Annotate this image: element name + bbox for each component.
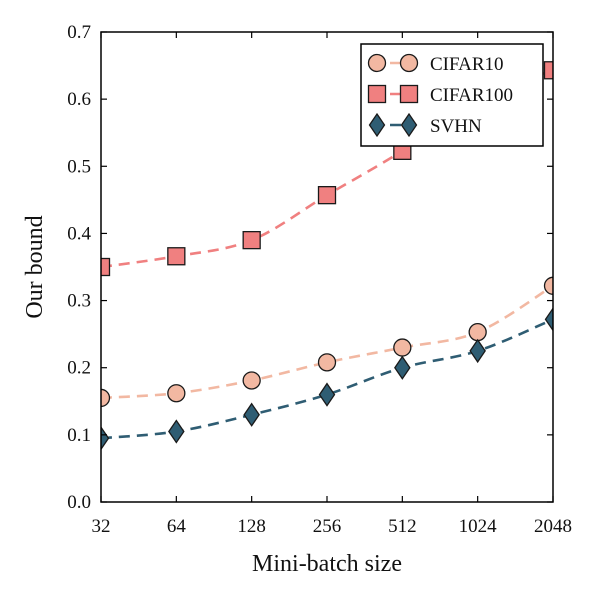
series-line-cifar10: [101, 284, 553, 400]
y-tick-label: 0.2: [67, 358, 91, 379]
y-tick-label: 0.1: [67, 425, 91, 446]
y-axis-label: Our bound: [22, 215, 48, 318]
data-point-cifar10: [242, 371, 261, 390]
data-point-cifar100: [317, 186, 337, 205]
y-tick-label: 0.7: [67, 22, 91, 43]
legend-label-svhn: SVHN: [430, 116, 482, 137]
x-tick-label: 128: [237, 516, 266, 537]
x-tick-label: 32: [92, 516, 111, 537]
x-tick-label: 1024: [459, 516, 498, 537]
data-point-cifar10: [167, 384, 186, 403]
legend-label-cifar100: CIFAR100: [430, 85, 513, 106]
legend-marker-svhn: [368, 112, 386, 138]
data-point-cifar100: [101, 257, 111, 277]
y-tick-label: 0.0: [67, 492, 91, 513]
data-point-svhn: [243, 402, 260, 427]
data-point-svhn: [469, 338, 486, 364]
legend-marker-svhn: [400, 112, 418, 138]
x-tick-label: 512: [388, 516, 417, 537]
data-point-cifar10: [393, 338, 412, 357]
legend-marker-cifar100: [367, 84, 387, 104]
legend-marker-cifar100: [399, 84, 419, 104]
x-axis-label: Mini-batch size: [252, 551, 402, 577]
data-point-cifar100: [543, 61, 553, 80]
y-tick-label: 0.4: [67, 223, 91, 244]
y-tick-label: 0.6: [67, 89, 91, 110]
x-tick-label: 64: [167, 516, 187, 537]
x-tick-label: 256: [313, 516, 342, 537]
data-point-cifar10: [543, 276, 553, 295]
data-point-cifar10: [468, 322, 487, 342]
data-point-cifar10: [101, 388, 111, 408]
legend-label-cifar10: CIFAR10: [430, 54, 504, 75]
data-point-cifar100: [167, 247, 186, 266]
y-tick-label: 0.3: [67, 291, 91, 312]
legend-marker-cifar10: [367, 53, 387, 73]
data-point-svhn: [544, 307, 553, 332]
y-tick-label: 0.5: [67, 156, 91, 177]
data-point-cifar10: [317, 353, 337, 372]
data-point-svhn: [318, 382, 336, 407]
data-point-svhn: [168, 419, 185, 444]
legend: CIFAR10 CIFAR100 SVHN: [360, 43, 544, 147]
data-point-svhn: [394, 355, 411, 380]
data-point-cifar100: [242, 230, 261, 250]
x-tick-label: 2048: [534, 516, 572, 537]
legend-marker-cifar10: [399, 53, 419, 73]
